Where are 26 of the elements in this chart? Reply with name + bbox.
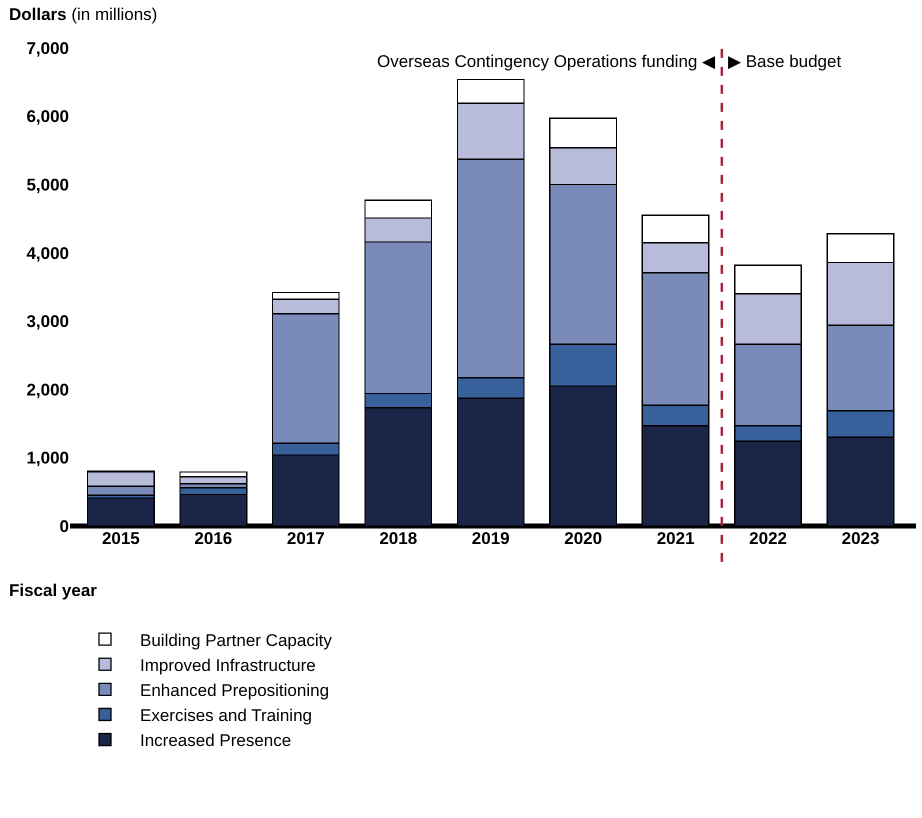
annotation: Overseas Contingency Operations funding ◀ [377, 52, 716, 71]
y-tick-label: 7,000 [26, 38, 69, 58]
y-tick-label: 1,000 [26, 448, 69, 468]
legend-label: Increased Presence [140, 731, 292, 750]
legend-label: Improved Infrastructure [140, 656, 316, 675]
x-tick-label: 2018 [379, 529, 418, 548]
x-tick-label: 2021 [656, 529, 695, 548]
legend-label: Exercises and Training [140, 706, 312, 726]
y-tick-label: 6,000 [26, 107, 69, 126]
x-tick-label: 2017 [286, 529, 325, 548]
y-tick-label: 0 [60, 516, 69, 536]
x-tick-label: 2016 [194, 529, 232, 548]
x-tick-label: 2019 [472, 529, 510, 548]
x-tick-label: 2023 [842, 529, 880, 548]
y-tick-label: 3,000 [26, 312, 69, 332]
x-tick-label: 2015 [102, 529, 140, 548]
annotation: ▶ Base budget [728, 52, 842, 71]
y-tick-label: 2,000 [26, 380, 69, 400]
x-tick-label: 2022 [749, 529, 787, 548]
x-tick-label: 2020 [564, 529, 602, 548]
y-axis-title: Dollars (in millions) [9, 5, 158, 24]
y-tick-label: 4,000 [26, 244, 69, 263]
x-axis-title: Fiscal year [9, 581, 98, 600]
y-tick-label: 5,000 [26, 176, 69, 195]
legend-label: Building Partner Capacity [140, 630, 332, 650]
legend-label: Enhanced Prepositioning [140, 680, 330, 700]
